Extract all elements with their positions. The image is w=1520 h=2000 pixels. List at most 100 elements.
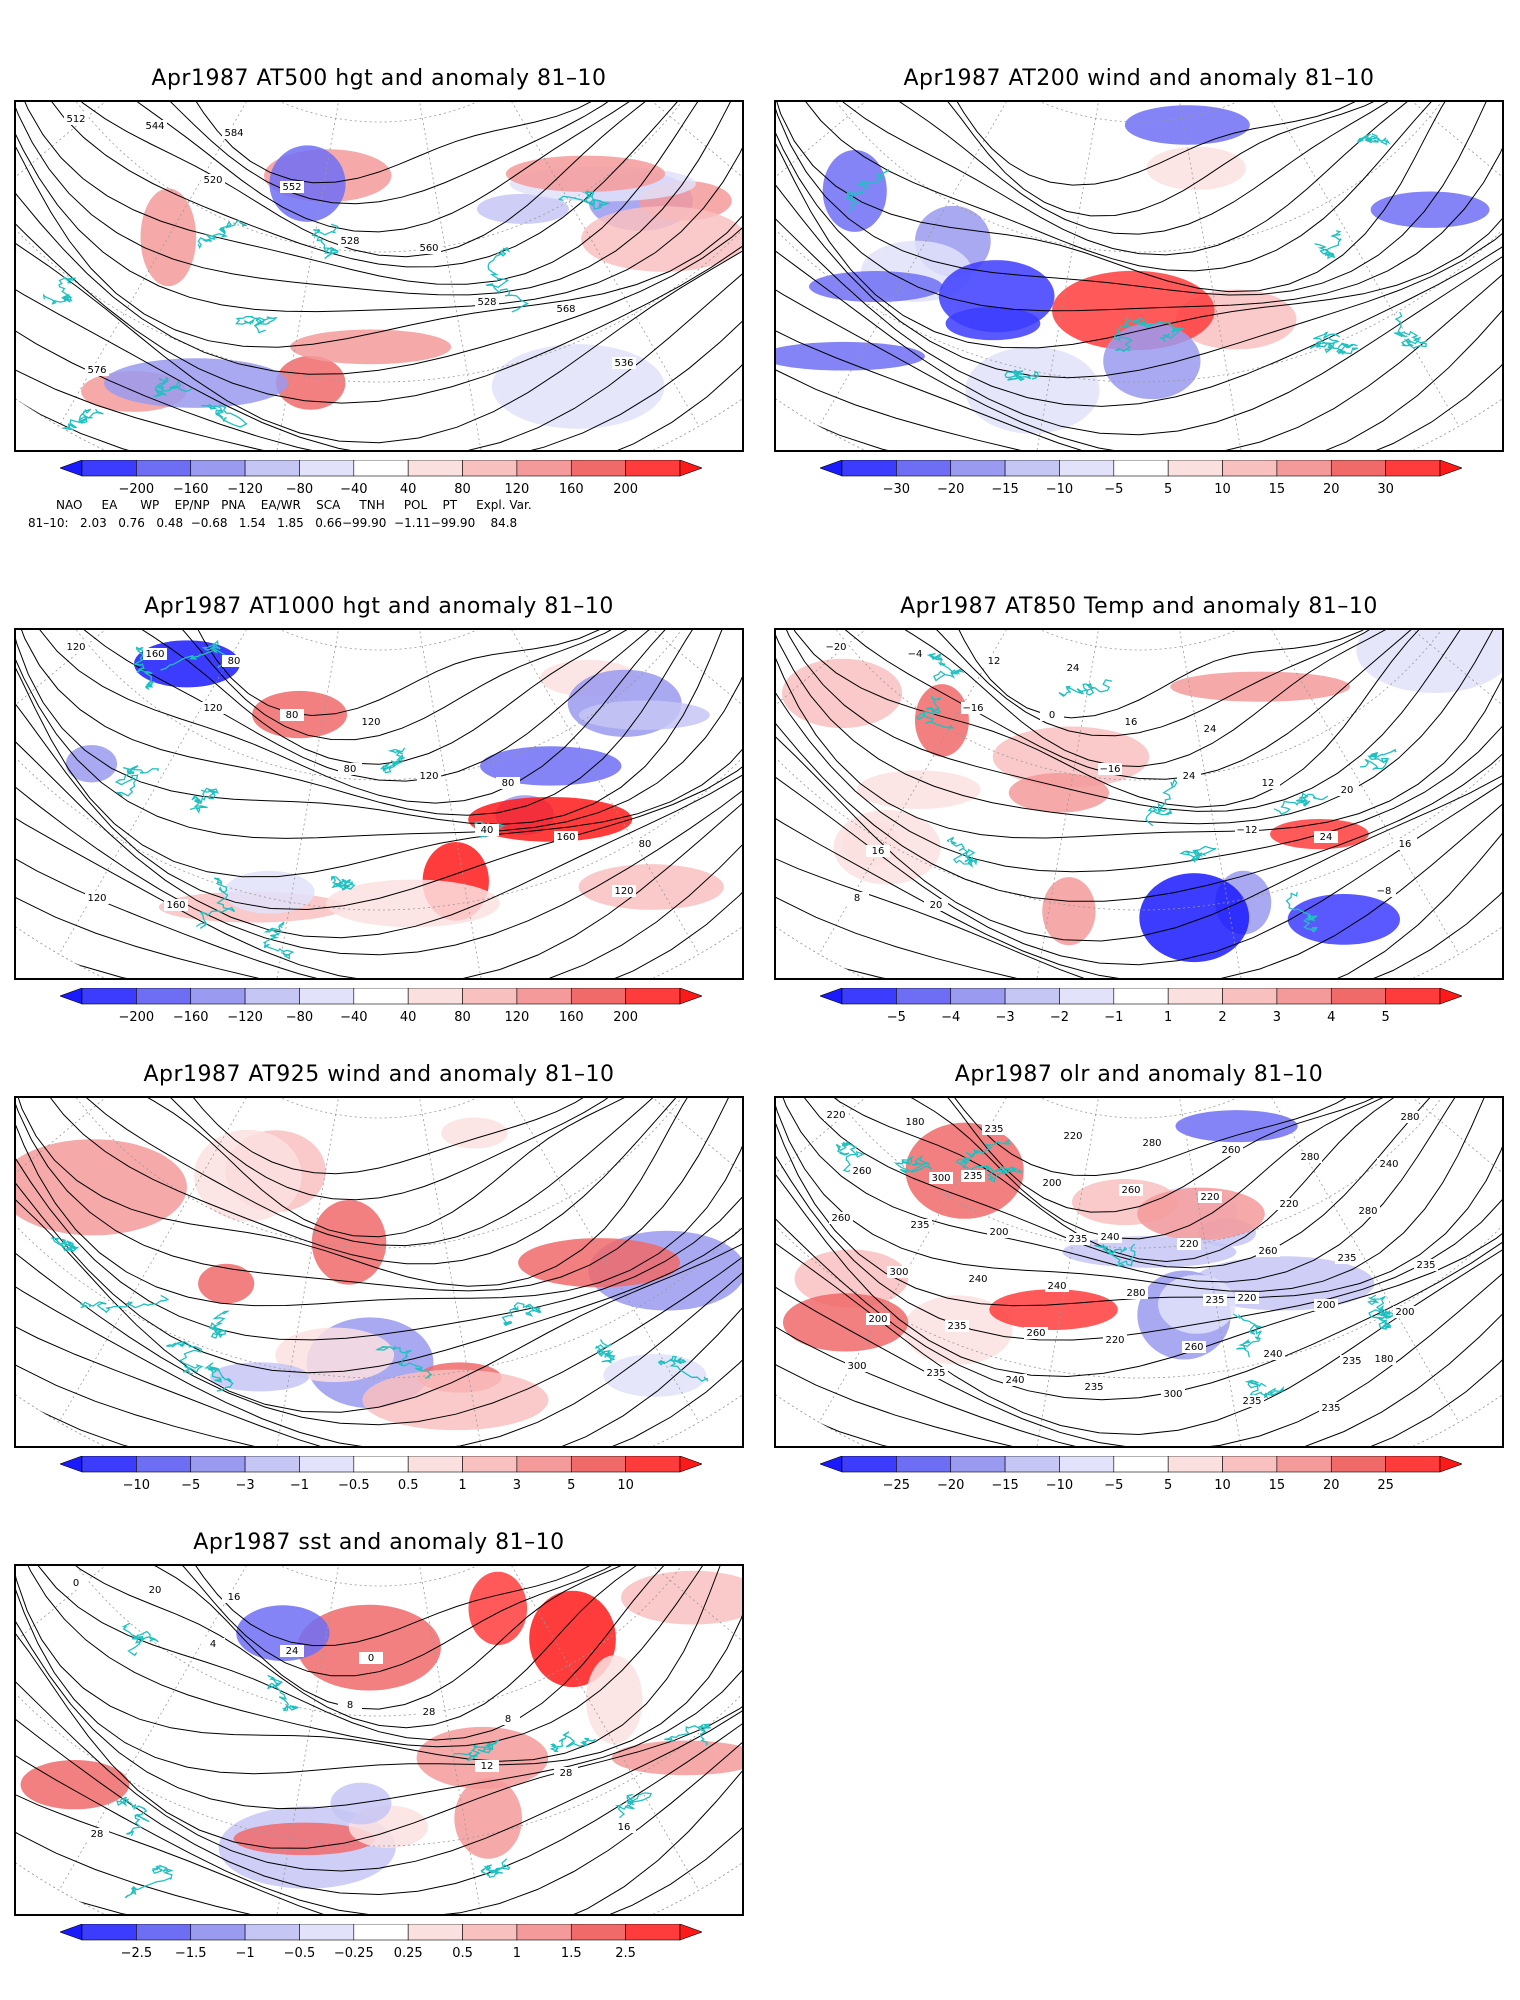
contour-label: 220 [1179, 1239, 1198, 1250]
coastline [201, 403, 249, 428]
contour-label-bg [1040, 709, 1064, 721]
colorbar-swatch [1222, 987, 1278, 1005]
contour-label: 300 [1163, 1389, 1182, 1400]
contour-label: −8 [1377, 886, 1392, 897]
map-frame: 120 120 80 40 120 160 80 120 160 120 80 120 80 80 160 [14, 628, 744, 980]
contour-line [776, 630, 1502, 902]
contour-line [16, 630, 742, 956]
latitude-gridline [128, 1098, 630, 1119]
idx-row-label: 81–10: [28, 516, 69, 530]
colorbar-swatch [1330, 459, 1386, 477]
idx-h-sca: SCA [316, 498, 341, 512]
contour-label: 200 [989, 1227, 1008, 1238]
contour-label: 16 [228, 1592, 241, 1603]
contour-label: 220 [1279, 1199, 1298, 1210]
meridian-gridline [1138, 1098, 1460, 1423]
contour-line [776, 1098, 1502, 1269]
contour-line [16, 102, 742, 285]
contour-line [16, 102, 742, 348]
colorbar-min-arrow [59, 1455, 83, 1473]
contour-label: 200 [1316, 1300, 1335, 1311]
map-frame [774, 100, 1504, 452]
colorbar-swatch [353, 459, 409, 477]
contour-label-bg [1177, 770, 1201, 782]
coastline [197, 220, 247, 250]
anomaly-region [454, 1777, 523, 1859]
contour-line [16, 630, 742, 782]
contour-label: 528 [477, 297, 496, 308]
colorbar-swatch [407, 1923, 463, 1941]
coastline [121, 1622, 159, 1657]
colorbar-swatch [570, 459, 626, 477]
colorbar-tick-label: 2 [1218, 1010, 1227, 1025]
contour-label-bg [633, 838, 657, 850]
contour-label: 235 [1337, 1253, 1356, 1264]
contour-label: 576 [87, 365, 106, 376]
latitude-gridline [128, 1566, 630, 1587]
idx-h-explvar: Expl. Var. [476, 498, 532, 512]
contour-label-bg [966, 1273, 990, 1285]
latitude-gridline [16, 1566, 742, 1717]
colorbar-tick-label: −1 [235, 1946, 255, 1961]
contour-label-bg [143, 1584, 167, 1596]
contour-label: 28 [560, 1768, 573, 1779]
colorbar-swatch [516, 459, 572, 477]
meridian-gridline [58, 1098, 380, 1423]
contour-label-bg [1240, 1395, 1264, 1407]
coastline [204, 1362, 234, 1392]
contour-label-bg [1414, 1259, 1438, 1271]
colorbar-tick-label: −80 [285, 482, 314, 497]
contour-line [16, 1566, 742, 1810]
contour-label: 235 [984, 1124, 1003, 1135]
contour-label-bg [987, 1226, 1011, 1238]
contour-line [783, 630, 1490, 768]
panel-title: Apr1987 AT1000 hgt and anomaly 81–10 [144, 594, 614, 619]
contour-line [776, 102, 1502, 256]
contour-line [16, 1566, 742, 1872]
contour-label: 240 [1379, 1159, 1398, 1170]
contour-line [16, 102, 742, 268]
coastline [1094, 1243, 1136, 1267]
colorbar-max-arrow [679, 1923, 703, 1941]
contour-label-bg [64, 641, 88, 653]
contour-label-bg [280, 181, 304, 193]
contour-line [16, 1098, 742, 1426]
colorbar-tick-label: −0.25 [333, 1946, 374, 1961]
anomaly-region [938, 260, 1055, 333]
coastline [330, 876, 356, 891]
colorbar-tick-label: 0.5 [452, 1946, 473, 1961]
contour-line [16, 630, 742, 839]
colorbar-swatches [59, 987, 703, 1005]
contour-label-bg [1082, 1381, 1106, 1393]
panel-at850: Apr1987 AT850 Temp and anomaly 81–10 −20… [774, 588, 1504, 1028]
colorbar-tick-label: 20 [1322, 482, 1340, 497]
anomaly-region [611, 1740, 742, 1776]
colorbar-tick-label: −15 [991, 1478, 1019, 1493]
coastline [375, 1345, 433, 1379]
contour-line [776, 102, 1502, 436]
contour-label-bg [1103, 1334, 1127, 1346]
colorbar-tick-label: −80 [285, 1010, 314, 1025]
contour-line [16, 1566, 742, 1896]
anomaly-region [104, 358, 288, 408]
colorbar-tick-label: 4 [1327, 1010, 1336, 1025]
contour-label-bg [280, 1645, 304, 1657]
colorbar-tick-label: 15 [1268, 482, 1286, 497]
colorbar-swatch [896, 987, 952, 1005]
contour-label-bg [903, 1116, 927, 1128]
contour-label: 80 [286, 710, 299, 721]
contour-label-bg [1261, 1348, 1285, 1360]
contour-line [776, 102, 1502, 272]
colorbar-tick-label: 5 [1164, 482, 1173, 497]
colorbar-tick-label: 40 [399, 482, 417, 497]
contour-label-bg [612, 357, 636, 369]
coastline [1285, 891, 1318, 933]
colorbar-tick-label: 40 [399, 1010, 417, 1025]
colorbar-swatch [1385, 1455, 1441, 1473]
colorbar-swatch [81, 987, 137, 1005]
contour-line [776, 1098, 1502, 1401]
colorbar-min-arrow [819, 1455, 843, 1473]
contour-line [16, 1566, 742, 1748]
latitude-gridline [16, 630, 742, 911]
coastline [380, 747, 406, 774]
